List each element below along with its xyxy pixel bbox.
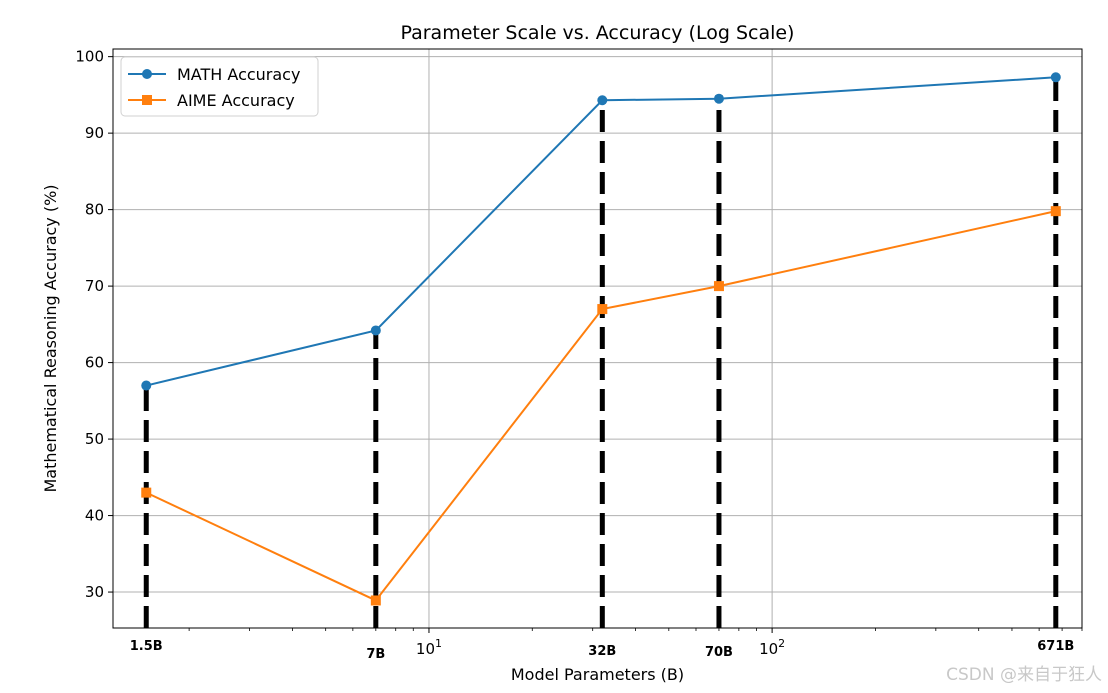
data-point xyxy=(1050,72,1061,83)
category-label: 7B xyxy=(366,647,385,662)
y-tick-label: 90 xyxy=(85,124,104,142)
legend-marker xyxy=(142,69,152,79)
data-point xyxy=(713,93,724,104)
y-tick-label: 80 xyxy=(85,201,104,219)
watermark: CSDN @来自于狂人 xyxy=(946,665,1102,685)
category-label: 32B xyxy=(588,644,616,659)
data-point xyxy=(141,487,152,498)
category-label: 70B xyxy=(705,645,733,660)
data-point xyxy=(713,281,724,292)
y-tick-label: 100 xyxy=(75,48,104,66)
x-tick-label: 101 xyxy=(416,637,442,658)
legend-label: MATH Accuracy xyxy=(177,65,300,84)
y-tick-label: 30 xyxy=(85,583,104,601)
y-tick-label: 40 xyxy=(85,507,104,525)
category-label: 1.5B xyxy=(130,639,163,654)
grid-lines xyxy=(113,49,1082,628)
dashed-drop-lines xyxy=(143,77,1059,628)
y-tick-label: 50 xyxy=(85,430,104,448)
data-point xyxy=(141,380,152,391)
series-math xyxy=(141,72,1061,391)
series-aime xyxy=(141,206,1061,606)
plot-frame xyxy=(112,48,1083,629)
chart-title: Parameter Scale vs. Accuracy (Log Scale) xyxy=(401,22,795,44)
category-label: 671B xyxy=(1037,639,1074,654)
legend-label: AIME Accuracy xyxy=(177,91,295,110)
y-tick-label: 70 xyxy=(85,277,104,295)
data-point xyxy=(597,95,608,106)
data-point xyxy=(1050,206,1061,217)
axis-ticks: 30 40 50 60 70 80 90 100 101 102 1.5B 7B 32B 70B 671B xyxy=(75,48,1083,662)
y-tick-label: 60 xyxy=(85,354,104,372)
x-axis-label: Model Parameters (B) xyxy=(511,665,684,684)
data-point xyxy=(597,304,608,315)
y-axis-label: Mathematical Reasoning Accuracy (%) xyxy=(41,184,60,492)
x-tick-label: 102 xyxy=(759,637,785,658)
legend: MATH Accuracy AIME Accuracy xyxy=(120,56,319,117)
data-point xyxy=(370,595,381,606)
data-point xyxy=(370,325,381,336)
legend-marker xyxy=(142,95,152,105)
series-layer xyxy=(141,72,1061,606)
legend-box xyxy=(120,56,319,117)
